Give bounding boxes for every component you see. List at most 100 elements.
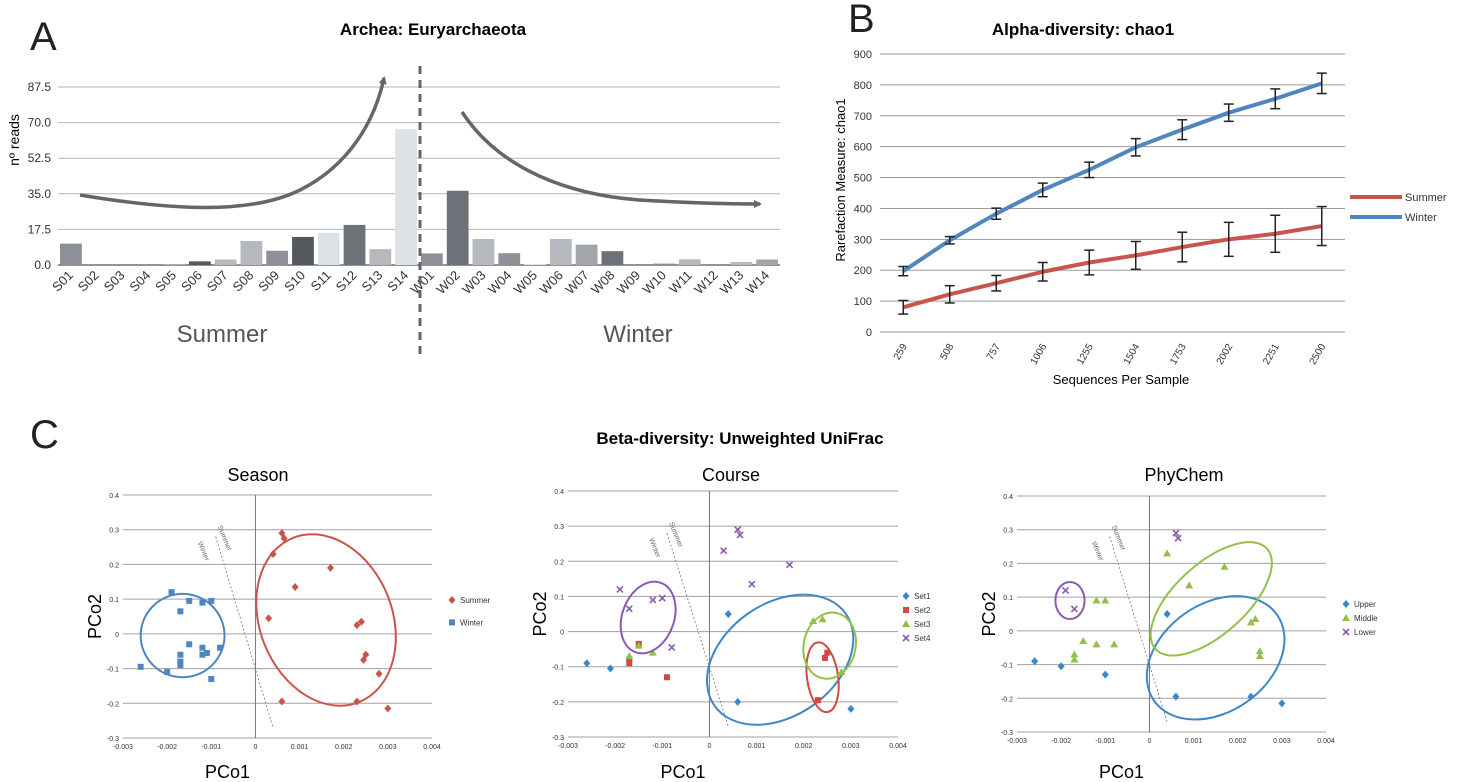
panel-b: B Alpha-diversity: chao1 Sequences Per S… — [833, 0, 1447, 387]
panel-c: C Beta-diversity: Unweighted UniFrac Sea… — [30, 413, 1378, 782]
bar — [214, 259, 237, 265]
y-tick-label: 0.3 — [554, 524, 564, 531]
point-cross — [1061, 586, 1070, 594]
x-tick-label: S10 — [281, 268, 308, 295]
y-tick-label: 0.1 — [109, 597, 119, 604]
point-diamond — [353, 621, 361, 630]
cluster-ellipse-set4 — [619, 580, 677, 655]
chart-b-xlabel: Sequences Per Sample — [1053, 372, 1190, 387]
bar — [446, 190, 469, 265]
point-square — [903, 607, 909, 613]
x-tick-label: 0.002 — [795, 743, 813, 750]
point-square — [626, 656, 633, 663]
point-cross — [786, 561, 794, 569]
y-tick-label: 17.5 — [28, 222, 52, 236]
point-diamond — [326, 563, 334, 572]
divider-label-summer: Summer — [216, 525, 233, 553]
chart-c-group-title: Beta-diversity: Unweighted UniFrac — [596, 429, 883, 448]
y-tick-label: 0.2 — [1003, 561, 1013, 568]
bar — [524, 263, 546, 265]
y-tick-label: 300 — [854, 234, 872, 246]
bar — [317, 232, 340, 265]
chart-a-ylabel: nº reads — [6, 114, 22, 166]
point-triangle — [625, 652, 634, 660]
point-triangle — [1110, 640, 1119, 648]
x-tick-label: 0.004 — [889, 743, 907, 750]
point-cross — [734, 526, 742, 534]
x-tick-label: W12 — [691, 268, 721, 298]
y-tick-label: 100 — [854, 296, 872, 308]
point-square — [208, 675, 215, 682]
scatter-ylabel: PCo2 — [530, 591, 550, 636]
point-diamond — [1057, 662, 1065, 671]
legend-label-middle: Middle — [1354, 614, 1378, 623]
scatter-xlabel: PCo1 — [1099, 762, 1144, 782]
x-tick-label: -0.003 — [113, 744, 133, 751]
y-tick-label: -0.2 — [107, 701, 119, 708]
x-tick-label: W09 — [614, 268, 644, 298]
bar — [421, 253, 443, 265]
point-triangle — [818, 615, 827, 623]
y-tick-label: 800 — [854, 80, 872, 92]
point-triangle — [1092, 640, 1101, 648]
point-diamond — [291, 582, 299, 591]
x-tick-label: -0.001 — [201, 744, 221, 751]
point-diamond — [606, 664, 614, 673]
y-tick-label: 0.0 — [34, 258, 51, 272]
x-tick-label: 0.003 — [842, 743, 860, 750]
legend-label-set1: Set1 — [914, 592, 931, 601]
x-tick-label: 508 — [938, 342, 956, 362]
scatter-ylabel: PCo2 — [979, 591, 999, 636]
legend-label-summer: Summer — [460, 596, 491, 605]
panel-letter-c: C — [30, 413, 59, 457]
y-tick-label: 35.0 — [28, 187, 52, 201]
scatter-course: Course PCo1 PCo2 -0.3 -0.2 -0.1 0 0.1 0.2 0.3 0.4 -… — [530, 465, 931, 782]
season-divider — [666, 533, 729, 727]
legend-label-set3: Set3 — [914, 620, 931, 629]
x-tick-label: W08 — [588, 268, 618, 298]
y-tick-label: 0.2 — [109, 562, 119, 569]
point-square — [814, 697, 821, 704]
point-diamond — [1101, 670, 1109, 679]
y-tick-label: -0.3 — [552, 735, 564, 742]
point-square — [177, 662, 184, 669]
chart-b-plot: 0 100 200 300 400 500 600 700 800 900 259 508 757 100… — [854, 49, 1447, 367]
bar — [292, 236, 314, 265]
bar — [549, 238, 572, 265]
scatter-ylabel: PCo2 — [85, 594, 105, 639]
point-cross — [1342, 628, 1350, 636]
x-tick-label: 2251 — [1261, 342, 1282, 367]
x-tick-label: 0.003 — [1273, 738, 1291, 745]
scatter-title: Season — [227, 465, 288, 485]
chart-a-title: Archea: Euryarchaeota — [340, 20, 527, 39]
point-diamond — [384, 704, 392, 713]
x-tick-label: W07 — [562, 268, 592, 298]
point-diamond — [280, 534, 288, 543]
x-tick-label: 0.003 — [379, 744, 397, 751]
point-triangle — [837, 667, 846, 675]
point-cross — [1174, 534, 1182, 542]
point-cross — [625, 605, 633, 613]
x-tick-label: 0 — [253, 744, 257, 751]
y-tick-label: -0.2 — [1001, 696, 1013, 703]
x-tick-label: W04 — [485, 268, 515, 298]
y-tick-label: 900 — [854, 49, 872, 61]
legend-label-winter: Winter — [1405, 212, 1437, 224]
x-tick-label: 1255 — [1075, 342, 1096, 367]
x-tick-label: S12 — [333, 268, 360, 295]
x-tick-label: 0.001 — [291, 744, 309, 751]
x-tick-label: -0.002 — [605, 743, 625, 750]
y-tick-label: 87.5 — [28, 80, 52, 94]
point-triangle — [1246, 618, 1255, 626]
point-cross — [649, 596, 657, 604]
panel-a: A Archea: Euryarchaeota nº reads Summer … — [6, 15, 780, 356]
legend-label-upper: Upper — [1354, 600, 1376, 609]
x-tick-label: 0 — [1147, 738, 1151, 745]
bar — [240, 240, 263, 265]
scatter-title: Course — [702, 465, 760, 485]
y-tick-label: 600 — [854, 142, 872, 154]
point-triangle — [1163, 549, 1172, 557]
point-triangle — [1079, 636, 1088, 644]
y-tick-label: 0 — [1009, 629, 1013, 636]
point-square — [203, 649, 210, 656]
